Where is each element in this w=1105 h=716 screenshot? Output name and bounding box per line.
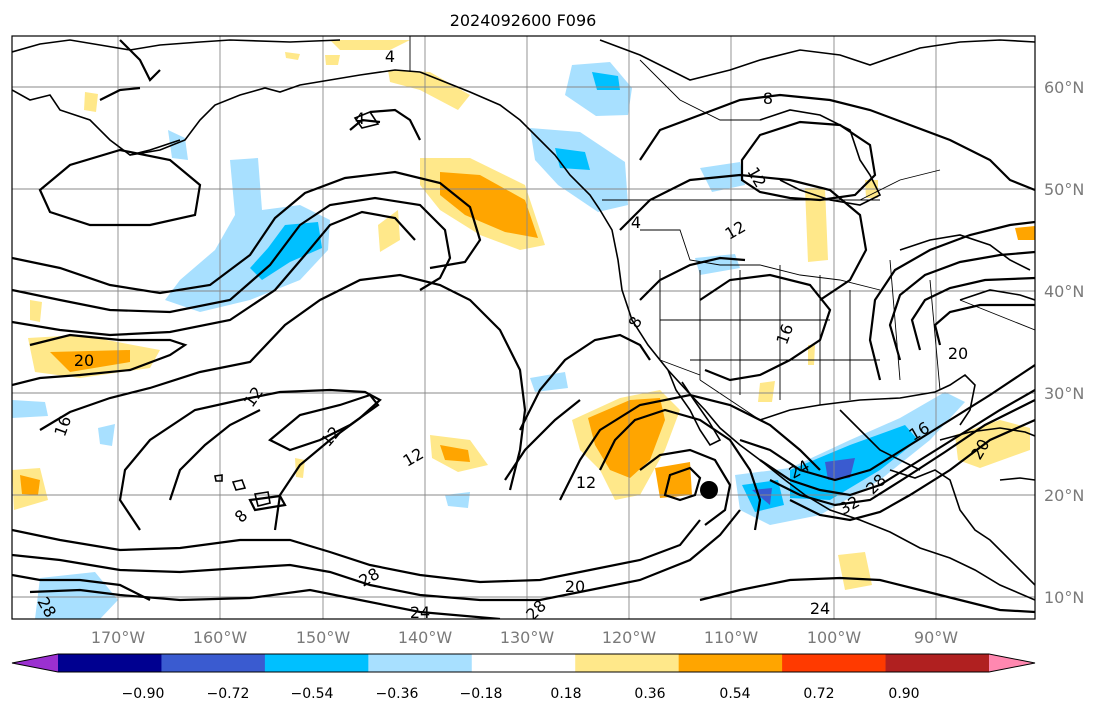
colorbar-tick-label: −0.54 — [291, 686, 334, 702]
lat-label: 30°N — [1044, 384, 1084, 403]
latitude-labels: 60°N 50°N 40°N 30°N 20°N 10°N — [1044, 78, 1084, 607]
lat-label: 40°N — [1044, 282, 1084, 301]
contour-label: 20 — [74, 351, 94, 370]
contour-label: 4 — [631, 213, 641, 232]
contour-label: 20 — [948, 344, 968, 363]
contour-label: 4 — [355, 109, 365, 128]
colorbar-extend-min — [12, 654, 58, 672]
lat-label: 60°N — [1044, 78, 1084, 97]
lat-label: 20°N — [1044, 486, 1084, 505]
lon-label: 120°W — [602, 628, 657, 647]
colorbar-tick-label: −0.72 — [207, 686, 250, 702]
coastlines — [12, 39, 1035, 601]
map-frame — [11, 35, 1036, 620]
colorbar-tick-label: 0.72 — [803, 686, 834, 702]
lon-label: 100°W — [807, 628, 862, 647]
colorbar-tick-label: −0.90 — [122, 686, 165, 702]
positive-shading — [12, 40, 1035, 590]
colorbar-tick-label: 0.54 — [719, 686, 750, 702]
colorbar-segment — [885, 654, 990, 672]
colorbar-tick-label: 0.90 — [888, 686, 919, 702]
lon-label: 110°W — [704, 628, 759, 647]
colorbar-tick-label: 0.18 — [550, 686, 581, 702]
lat-label: 10°N — [1044, 588, 1084, 607]
colorbar-segment — [782, 654, 887, 672]
colorbar-segment — [368, 654, 473, 672]
lon-label: 90°W — [914, 628, 958, 647]
negative-shading — [12, 62, 965, 619]
contour-label: 20 — [565, 577, 585, 596]
lat-label: 50°N — [1044, 180, 1084, 199]
colorbar-segment — [161, 654, 266, 672]
colorbar-labels: −0.90 −0.72 −0.54 −0.36 −0.18 0.18 0.36 … — [122, 686, 920, 702]
contour-label: 8 — [763, 89, 773, 108]
colorbar-tick-label: −0.18 — [460, 686, 503, 702]
borders — [409, 36, 1035, 421]
lon-label: 160°W — [193, 628, 248, 647]
colorbar-segment — [264, 654, 369, 672]
lon-label: 130°W — [500, 628, 555, 647]
contours — [12, 39, 1035, 619]
colorbar-segment — [678, 654, 783, 672]
lon-label: 140°W — [398, 628, 453, 647]
colorbar-extend-max — [989, 654, 1035, 672]
colorbar-outline — [11, 653, 1036, 673]
contour-label: 4 — [385, 47, 395, 66]
colorbar-tick-label: −0.36 — [376, 686, 419, 702]
contour-label: 12 — [576, 473, 596, 492]
contour-label: 24 — [410, 603, 430, 622]
lon-label: 150°W — [296, 628, 351, 647]
colorbar-segment — [471, 654, 576, 672]
longitude-labels: 170°W 160°W 150°W 140°W 130°W 120°W 110°… — [91, 628, 958, 647]
colorbar-tick-label: 0.36 — [634, 686, 665, 702]
storm-center-dot — [700, 481, 718, 499]
lon-label: 170°W — [91, 628, 146, 647]
colorbar — [11, 653, 1036, 673]
colorbar-segment — [575, 654, 680, 672]
colorbar-segment — [58, 654, 162, 672]
map-title: 2024092600 F096 — [450, 11, 597, 30]
contour-label: 24 — [810, 599, 830, 618]
